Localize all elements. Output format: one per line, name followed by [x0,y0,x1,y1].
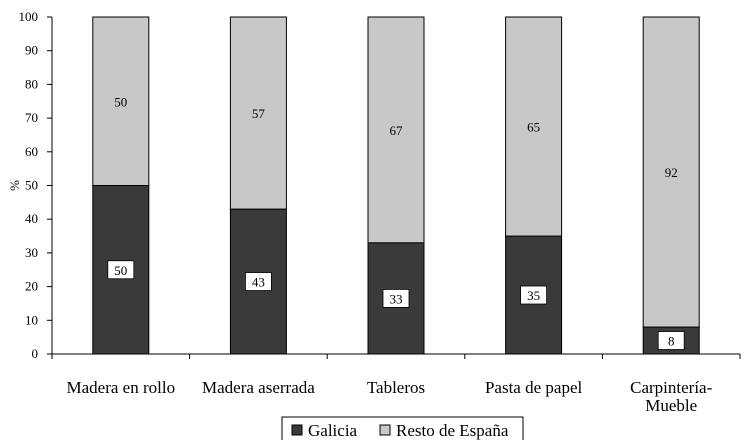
data-label-box [657,331,685,350]
x-tick-label-line: Pasta de papel [485,378,583,397]
data-label: 50 [114,263,127,278]
y-tick-label: 50 [25,178,38,193]
y-tick-label: 30 [25,245,38,260]
y-tick-label: 0 [32,346,39,361]
x-tick-label-line: Madera en rollo [67,378,176,397]
y-tick-label: 70 [25,110,38,125]
bar-segment [367,16,425,244]
data-label-box [382,288,410,308]
y-tick-label: 10 [25,312,38,327]
x-tick-label: Tableros [367,378,425,397]
data-label: 8 [668,334,675,349]
bar-segment [92,16,150,186]
data-label: 92 [665,165,678,180]
y-tick-label: 20 [25,279,38,294]
data-label: 35 [527,288,540,303]
legend-swatch [379,424,391,436]
legend-swatch [291,424,303,436]
y-tick-label: 80 [25,76,38,91]
data-label: 43 [252,275,265,290]
bar-segment [642,16,700,328]
y-tick-label: 100 [19,9,39,24]
data-label: 57 [252,106,266,121]
data-label: 67 [390,123,404,138]
legend-label: Resto de España [396,421,509,440]
x-tick-label: Madera aserrada [202,378,315,397]
x-tick-label-line: Mueble [645,396,697,415]
x-tick-label: Madera en rollo [67,378,176,397]
legend: Galicia Resto de España [281,416,524,440]
y-tick-label: 90 [25,43,38,58]
data-label: 33 [390,291,403,306]
y-axis: 0 10 20 30 40 50 60 70 80 90 100% [7,9,53,361]
bar-segment [505,16,563,237]
y-tick-label: 40 [25,211,38,226]
legend-box [281,416,524,440]
data-label-box [107,260,135,280]
bars: 50 50 43 57 33 67 35 65 8 92 [92,16,700,355]
data-label: 65 [527,120,540,135]
y-axis-title: % [7,180,22,191]
x-tick-label: Pasta de papel [485,378,583,397]
data-label-box [244,272,272,291]
x-tick-label-line: Madera aserrada [202,378,315,397]
x-axis: Madera en rollo Madera aserrada Tableros Pa… [51,353,741,415]
x-tick-label: Carpintería-Mueble [630,378,712,415]
x-tick-label-line: Tableros [367,378,425,397]
y-tick-label: 60 [25,144,38,159]
bar-segment [229,16,287,210]
data-label-box [520,285,547,305]
data-label: 50 [114,94,127,109]
x-tick-label-line: Carpintería- [630,378,712,397]
legend-label: Galicia [308,421,358,440]
